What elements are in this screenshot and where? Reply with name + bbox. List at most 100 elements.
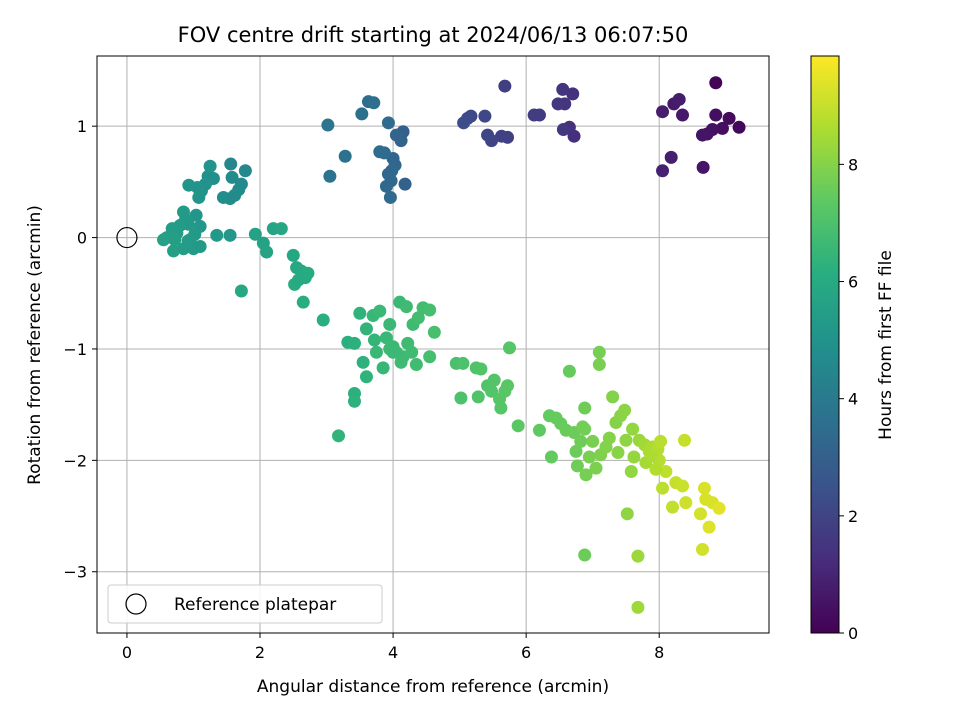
legend-marker [125, 593, 147, 615]
scatter-point [696, 160, 710, 174]
legend-label: Reference platepar [174, 595, 336, 615]
scatter-point [715, 121, 729, 135]
scatter-point [347, 336, 361, 350]
scatter-point [578, 401, 592, 415]
scatter-point [556, 82, 570, 96]
scatter-point [627, 450, 641, 464]
colorbar-tick-label: 2 [848, 507, 858, 526]
scatter-point [481, 128, 495, 142]
scatter-point [228, 188, 242, 202]
scatter-point [369, 345, 383, 359]
scatter-point [495, 129, 509, 143]
scatter-point [223, 228, 237, 242]
scatter-point [355, 107, 369, 121]
scatter-point [182, 178, 196, 192]
scatter-point [656, 164, 670, 178]
scatter-point [411, 311, 425, 325]
colorbar-tick-label: 0 [848, 624, 858, 643]
scatter-point [157, 233, 171, 247]
x-tick-label: 6 [521, 643, 531, 662]
scatter-point [618, 403, 632, 417]
colorbar-gradient [810, 55, 840, 634]
scatter-point [544, 450, 558, 464]
scatter-point [386, 345, 400, 359]
scatter-point [338, 149, 352, 163]
scatter-point [649, 462, 663, 476]
scatter-point [183, 233, 197, 247]
scatter-point [356, 355, 370, 369]
scatter-point [569, 444, 583, 458]
scatter-points [157, 76, 746, 614]
scatter-point [570, 459, 584, 473]
scatter-point [316, 313, 330, 327]
scatter-point [474, 362, 488, 376]
scatter-point [225, 170, 239, 184]
scatter-point [679, 496, 693, 510]
legend-box [107, 584, 383, 624]
scatter-point [359, 370, 373, 384]
scatter-point [224, 157, 238, 171]
scatter-point [527, 108, 541, 122]
reference-marker-group [116, 226, 138, 249]
scatter-point [457, 116, 471, 130]
scatter-point [551, 97, 565, 111]
y-tick-label: −2 [63, 451, 87, 470]
scatter-point [503, 341, 517, 355]
scatter-point [631, 600, 645, 614]
scatter-point [498, 79, 512, 93]
colorbar-tick-label: 8 [848, 155, 858, 174]
scatter-point [676, 108, 690, 122]
scatter-point [556, 123, 570, 137]
scatter-point [399, 300, 413, 314]
plot-frame [96, 55, 770, 634]
scatter-point [203, 159, 217, 173]
scatter-point [260, 245, 274, 259]
scatter-point [624, 464, 638, 478]
scatter-point [659, 464, 673, 478]
scatter-point [379, 331, 393, 345]
colorbar-ticks: 0 2 4 6 8 [839, 155, 858, 643]
scatter-point [292, 273, 306, 287]
y-tick-label: −3 [63, 563, 87, 582]
scatter-point [501, 379, 515, 393]
scatter-point [301, 266, 315, 280]
scatter-point [216, 190, 230, 204]
reference-marker [116, 226, 138, 249]
colorbar-tick-label: 6 [848, 273, 858, 292]
scatter-point [589, 461, 603, 475]
scatter-point [383, 190, 397, 204]
scatter-point [619, 433, 633, 447]
scatter-point [405, 345, 419, 359]
x-tick-label: 0 [122, 643, 132, 662]
scatter-point [611, 446, 625, 460]
scatter-point [678, 433, 692, 447]
scatter-point [192, 190, 206, 204]
scatter-point [427, 325, 441, 339]
scatter-point [376, 361, 390, 375]
scatter-point [296, 295, 310, 309]
scatter-point [381, 116, 395, 130]
scatter-point [383, 317, 397, 331]
scatter-point [709, 76, 723, 90]
scatter-point [353, 306, 367, 320]
scatter-point [664, 150, 678, 164]
scatter-point [579, 468, 593, 482]
scatter-point [323, 169, 337, 183]
scatter-point [562, 364, 576, 378]
scatter-point [695, 128, 709, 142]
scatter-point [389, 128, 403, 142]
scatter-point [666, 500, 680, 514]
scatter-point [379, 179, 393, 193]
scatter-point [234, 284, 248, 298]
plot-background [97, 56, 769, 633]
scatter-point [712, 501, 726, 515]
y-tick-label: −1 [63, 340, 87, 359]
scatter-point [456, 356, 470, 370]
scatter-point [373, 145, 387, 159]
scatter-point [656, 481, 670, 495]
scatter-point [367, 333, 381, 347]
scatter-point [210, 228, 224, 242]
scatter-point [578, 548, 592, 562]
scatter-point [676, 479, 690, 493]
